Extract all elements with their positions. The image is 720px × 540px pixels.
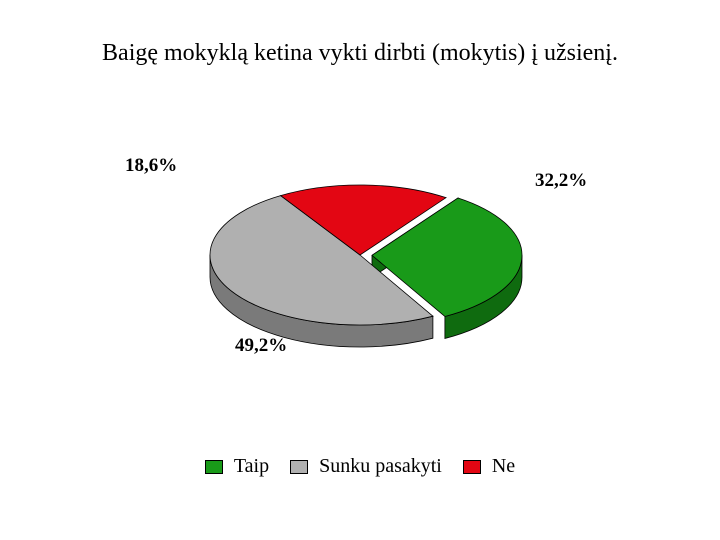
slice-label-sunku: 49,2% <box>235 335 287 357</box>
legend-item-ne: Ne <box>463 454 515 478</box>
legend-swatch-sunku <box>290 460 308 474</box>
legend-item-sunku: Sunku pasakyti <box>290 454 442 478</box>
legend-label-ne: Ne <box>492 455 515 477</box>
legend-swatch-taip <box>205 460 223 474</box>
legend-swatch-ne <box>463 460 481 474</box>
legend-label-taip: Taip <box>234 455 269 477</box>
page: Baigę mokyklą ketina vykti dirbti (mokyt… <box>0 0 720 540</box>
legend-item-taip: Taip <box>205 454 269 478</box>
slice-label-taip: 32,2% <box>535 170 587 192</box>
page-title: Baigę mokyklą ketina vykti dirbti (mokyt… <box>0 40 720 67</box>
pie-chart-svg <box>135 140 585 370</box>
pie-chart: 32,2% 49,2% 18,6% <box>135 140 585 370</box>
legend-label-sunku: Sunku pasakyti <box>319 455 442 477</box>
slice-label-ne: 18,6% <box>125 155 177 177</box>
chart-legend: Taip Sunku pasakyti Ne <box>0 454 720 478</box>
